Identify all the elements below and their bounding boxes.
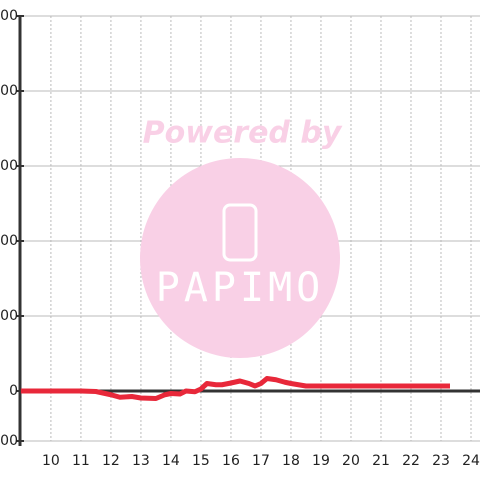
y-tick-label: 30,000 bbox=[0, 308, 18, 324]
data-line bbox=[20, 376, 450, 401]
watermark: Powered by PAPIMO bbox=[140, 116, 343, 358]
x-tick-label: 19 bbox=[312, 453, 330, 469]
y-tick-label: -20,000 bbox=[0, 433, 18, 449]
watermark-title: Powered by bbox=[143, 116, 343, 151]
x-tick-label: 10 bbox=[42, 453, 60, 469]
x-tick-label: 21 bbox=[372, 453, 390, 469]
watermark-circle bbox=[140, 158, 340, 358]
y-tick-label: 60,000 bbox=[0, 233, 18, 249]
y-tick-label: 0 bbox=[9, 383, 18, 399]
y-tick-label: 150,000 bbox=[0, 8, 18, 24]
y-tick-label: 90,000 bbox=[0, 158, 18, 174]
y-tick-label: 120,000 bbox=[0, 83, 18, 99]
x-tick-label: 13 bbox=[132, 453, 150, 469]
x-tick-label: 24 bbox=[462, 453, 480, 469]
x-tick-label: 22 bbox=[402, 453, 420, 469]
x-tick-label: 17 bbox=[252, 453, 270, 469]
x-tick-label: 11 bbox=[72, 453, 90, 469]
x-tick-label: 15 bbox=[192, 453, 210, 469]
x-tick-label: 12 bbox=[102, 453, 120, 469]
x-tick-label: 20 bbox=[342, 453, 360, 469]
x-tick-label: 14 bbox=[162, 453, 180, 469]
x-tick-label: 23 bbox=[432, 453, 450, 469]
watermark-icon bbox=[222, 203, 258, 262]
watermark-brand: PAPIMO bbox=[156, 265, 325, 311]
x-tick-label: 16 bbox=[222, 453, 240, 469]
x-tick-label: 18 bbox=[282, 453, 300, 469]
